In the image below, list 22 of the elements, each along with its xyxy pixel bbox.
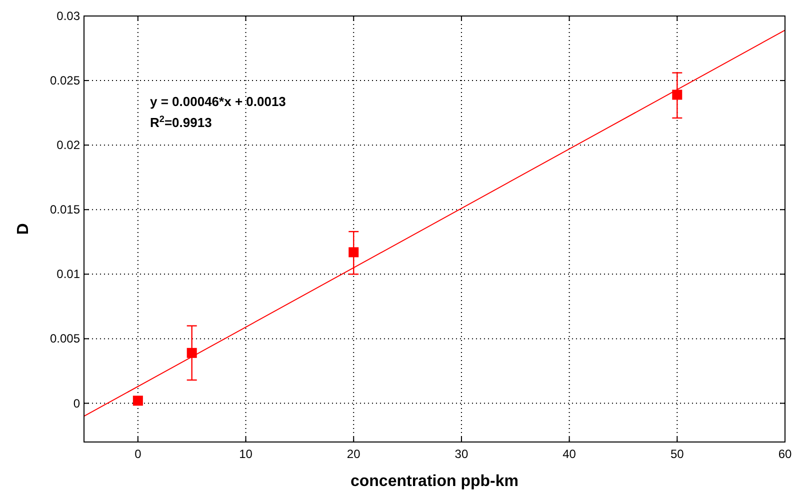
point bbox=[348, 247, 359, 258]
y-axis-title: D bbox=[15, 223, 32, 235]
y-tick-label: 0.03 bbox=[56, 9, 80, 23]
annotation: y = 0.00046*x + 0.0013 bbox=[150, 94, 286, 109]
x-tick-label: 60 bbox=[778, 447, 792, 461]
x-tick-label: 50 bbox=[670, 447, 684, 461]
x-tick-label: 30 bbox=[454, 447, 468, 461]
x-tick-label: 10 bbox=[239, 447, 253, 461]
annotation: R$^{2}$=0.9913 bbox=[150, 114, 212, 130]
x-tick-label: 0 bbox=[134, 447, 142, 461]
x-tick-label: 20 bbox=[346, 447, 361, 461]
y-tick-label: 0.015 bbox=[50, 202, 80, 217]
x-tick-label: 40 bbox=[562, 447, 576, 461]
x-axis-title: concentration ppb-km bbox=[350, 473, 519, 490]
y-tick-label: 0.02 bbox=[56, 138, 80, 152]
y-tick-label: 0.005 bbox=[50, 332, 80, 346]
point bbox=[186, 348, 197, 358]
point bbox=[132, 396, 143, 406]
point bbox=[672, 90, 682, 100]
y-tick-label: 0.01 bbox=[56, 267, 80, 282]
y-tick-label: 0.025 bbox=[50, 74, 80, 88]
y-tick-label: 0 bbox=[73, 396, 80, 410]
